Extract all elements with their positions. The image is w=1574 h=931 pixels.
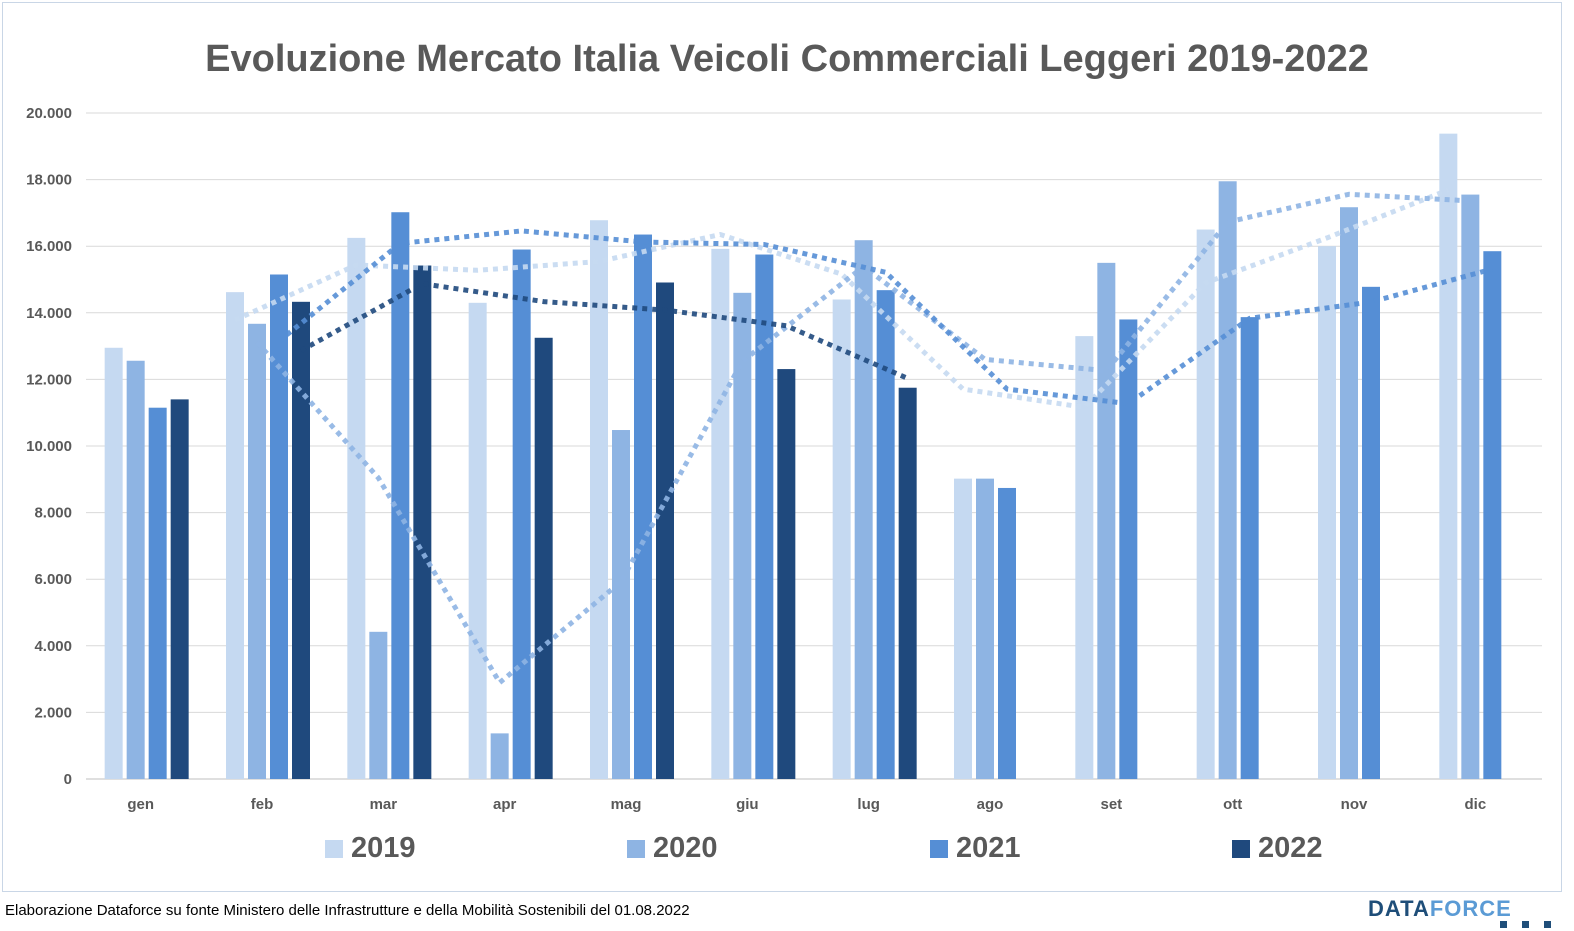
y-tick-label: 10.000 (26, 438, 72, 455)
source-note: Elaborazione Dataforce su fonte Minister… (5, 902, 690, 919)
bar-2022-mag (656, 282, 674, 779)
legend-swatch (930, 839, 948, 858)
y-tick-label: 16.000 (26, 238, 72, 255)
bar-2019-giu (711, 248, 730, 779)
bar-2021-set (1119, 319, 1138, 779)
dataforce-logo: DATAFORCE (1368, 896, 1568, 930)
y-tick-label: 18.000 (26, 172, 72, 189)
x-tick-label: ott (1223, 796, 1242, 813)
x-tick-label: dic (1464, 796, 1486, 813)
y-tick-label: 20.000 (26, 105, 72, 122)
bar-2020-feb (248, 323, 266, 779)
bar-2021-dic (1483, 251, 1502, 779)
bar-2022-feb (292, 301, 310, 779)
bar-2020-lug (854, 240, 873, 779)
trendline-2022 (299, 281, 909, 381)
legend-swatch (1232, 839, 1250, 858)
logo-text: DATAFORCE (1368, 896, 1568, 922)
x-tick-label: giu (736, 796, 759, 813)
legend-item-2019: 2019 (325, 832, 416, 865)
x-tick-label: gen (127, 796, 154, 813)
bar-2021-apr (512, 249, 531, 779)
bar-2019-apr (468, 302, 487, 779)
bar-2021-giu (755, 254, 774, 779)
x-tick-label: mar (370, 796, 398, 813)
bar-2019-gen (104, 347, 123, 779)
y-tick-label: 2.000 (34, 704, 72, 721)
bar-2021-mag (634, 234, 652, 780)
y-axis-ticks: 0 2.000 4.000 6.000 8.000 10.000 12.000 14.000 1… (26, 105, 72, 788)
legend-item-2022: 2022 (1232, 832, 1323, 865)
x-tick-label: mag (611, 796, 642, 813)
x-tick-label: nov (1341, 796, 1368, 813)
bar-2019-mar (347, 237, 366, 779)
bar-2020-gen (126, 360, 145, 779)
gridlines (86, 112, 1542, 780)
y-tick-label: 8.000 (34, 505, 72, 522)
legend-swatch (325, 839, 343, 858)
x-tick-label: set (1100, 796, 1122, 813)
bar-2019-feb (226, 292, 244, 779)
legend-item-2021: 2021 (930, 832, 1021, 865)
y-tick-label: 4.000 (34, 638, 72, 655)
legend-label: 2022 (1258, 832, 1323, 864)
bar-2021-mar (391, 212, 410, 779)
bar-2021-gen (148, 407, 167, 779)
y-tick-label: 14.000 (26, 305, 72, 322)
bar-2019-dic (1439, 133, 1458, 779)
y-tick-label: 0 (64, 771, 72, 788)
bar-2019-ago (954, 478, 972, 779)
bar-2020-mar (369, 631, 388, 779)
legend-label: 2021 (956, 832, 1021, 864)
bar-2022-giu (777, 369, 796, 779)
bar-2020-dic (1461, 194, 1480, 779)
bar-2019-ott (1196, 229, 1215, 780)
bar-2022-apr (534, 337, 553, 779)
bar-2020-set (1097, 262, 1116, 780)
bar-2019-lug (832, 299, 851, 779)
legend-item-2020: 2020 (627, 832, 718, 865)
bars (104, 133, 1502, 780)
bar-2020-apr (490, 733, 509, 779)
logo-text-data: DATA (1368, 896, 1430, 921)
legend-label: 2020 (653, 832, 718, 864)
y-tick-label: 6.000 (34, 571, 72, 588)
x-tick-label: feb (251, 796, 274, 813)
chart-legend: 2019 2020 2021 2022 (0, 832, 1574, 872)
logo-dot (1500, 921, 1507, 928)
bar-2021-ago (998, 487, 1016, 779)
bar-2020-giu (733, 292, 752, 779)
trendline-2019 (233, 187, 1450, 410)
bar-2021-nov (1362, 286, 1380, 779)
chart-plot: 0 2.000 4.000 6.000 8.000 10.000 12.000 14.000 1… (26, 105, 1542, 813)
legend-swatch (627, 839, 645, 858)
x-tick-label: ago (977, 796, 1004, 813)
logo-dot (1522, 921, 1529, 928)
bar-2020-ago (976, 478, 994, 779)
x-tick-label: apr (493, 796, 517, 813)
bar-2021-feb (270, 274, 288, 779)
bar-2021-lug (876, 290, 895, 779)
trendlines (233, 187, 1493, 686)
bar-2022-lug (898, 387, 917, 779)
chart-title: Evoluzione Mercato Italia Veicoli Commer… (205, 38, 1369, 80)
logo-text-force: FORCE (1429, 896, 1512, 921)
y-tick-label: 12.000 (26, 371, 72, 388)
x-axis-ticks: gen feb mar apr mag giu lug ago set ott nov dic (127, 796, 1486, 813)
bar-2019-nov (1318, 246, 1336, 779)
logo-dot (1544, 921, 1551, 928)
bar-2019-mag (590, 220, 608, 779)
bar-2020-mag (612, 430, 630, 779)
legend-label: 2019 (351, 832, 416, 864)
bar-2021-ott (1240, 317, 1259, 779)
bar-2022-gen (170, 399, 189, 779)
bar-2022-mar (413, 265, 432, 779)
bar-2020-nov (1340, 207, 1358, 779)
bar-2019-set (1075, 336, 1094, 779)
x-tick-label: lug (857, 796, 880, 813)
